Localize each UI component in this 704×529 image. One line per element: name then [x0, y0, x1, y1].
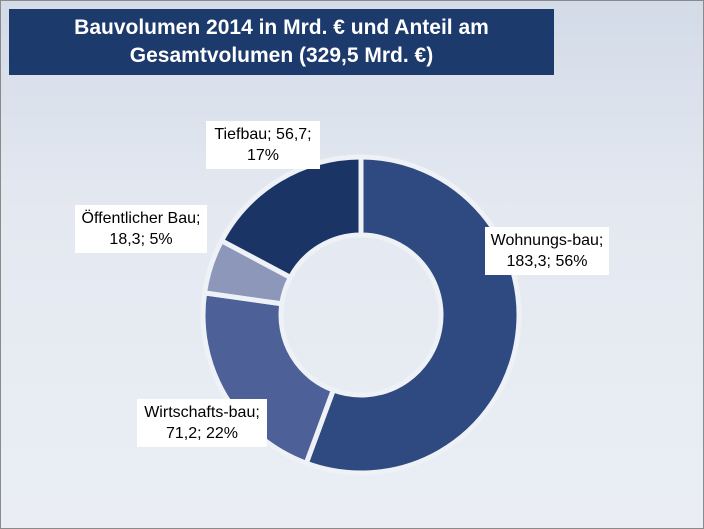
chart-title: Bauvolumen 2014 in Mrd. € und Anteil am …: [9, 9, 554, 75]
data-label: Wirtschafts-bau; 71,2; 22%: [137, 399, 267, 447]
data-label: Wohnungs-bau; 183,3; 56%: [485, 227, 609, 275]
data-label: Öffentlicher Bau; 18,3; 5%: [75, 205, 207, 253]
donut-segment: [218, 154, 364, 281]
data-label: Tiefbau; 56,7; 17%: [206, 121, 320, 169]
